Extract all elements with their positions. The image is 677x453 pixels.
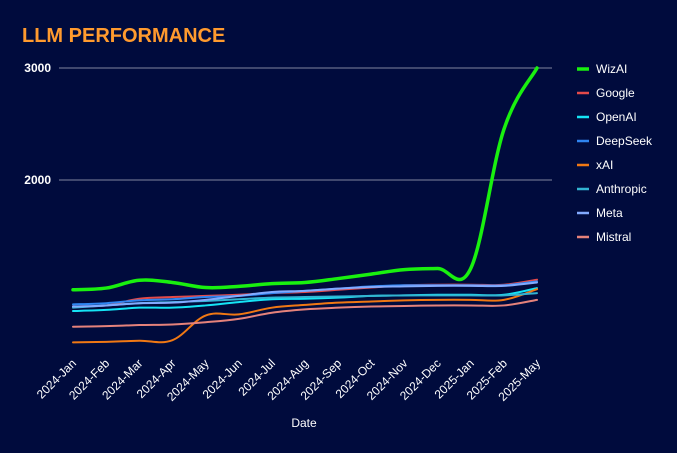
chart-title: LLM PERFORMANCE — [22, 25, 225, 47]
series-line-xai — [72, 288, 538, 344]
legend-label: xAI — [596, 158, 613, 172]
series-line-mistral — [72, 298, 538, 328]
legend-label: Google — [596, 86, 635, 100]
x-axis-ticks: 2024-Jan2024-Feb2024-Mar2024-Apr2024-May… — [34, 356, 543, 404]
series-line-wizai — [71, 66, 539, 292]
y-axis-ticks: 2000 3000 — [24, 61, 51, 187]
legend-label: WizAI — [596, 62, 627, 76]
series-lines — [71, 66, 539, 344]
legend-label: Anthropic — [596, 182, 647, 196]
legend: WizAI Google OpenAI DeepSeek xAI Anthropic Met… — [577, 62, 653, 244]
y-tick-label: 3000 — [24, 61, 51, 75]
y-tick-label: 2000 — [24, 173, 51, 187]
legend-label: OpenAI — [596, 110, 637, 124]
legend-label: Mistral — [596, 230, 631, 244]
legend-label: Meta — [596, 206, 623, 220]
gridlines — [59, 67, 552, 181]
series-line-meta — [72, 281, 538, 308]
legend-label: DeepSeek — [596, 134, 653, 148]
x-axis-label: Date — [291, 416, 317, 430]
